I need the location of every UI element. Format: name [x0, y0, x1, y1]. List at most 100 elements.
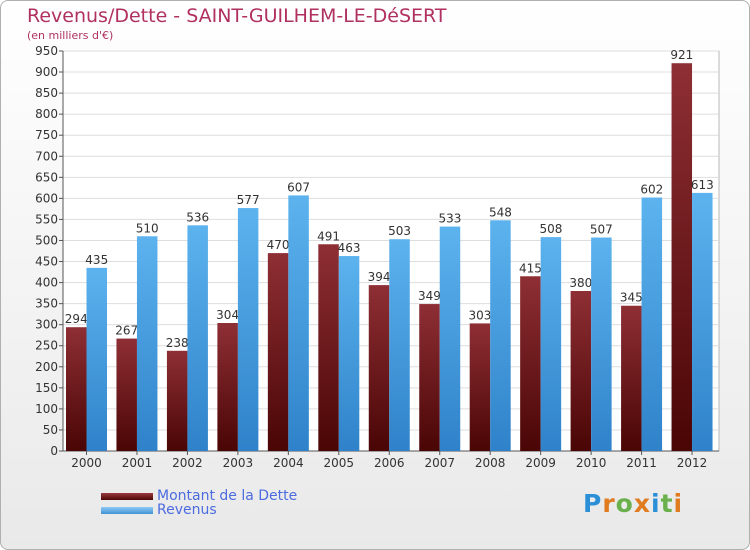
- data-label: 304: [216, 308, 239, 322]
- data-label: 415: [519, 261, 542, 275]
- y-tick-label: 350: [35, 297, 58, 311]
- y-tick-label: 750: [35, 128, 58, 142]
- data-label: 613: [691, 178, 714, 192]
- x-tick-label: 2003: [223, 456, 254, 470]
- legend-label-dette: Montant de la Dette: [157, 488, 298, 504]
- legend-label-revenus: Revenus: [157, 502, 217, 518]
- y-tick-label: 850: [35, 86, 58, 100]
- legend-item-revenus: Revenus: [101, 502, 217, 518]
- x-tick-label: 2007: [424, 456, 455, 470]
- bar-revenus-2000: [86, 267, 107, 451]
- x-tick-label: 2006: [374, 456, 405, 470]
- data-label: 349: [418, 289, 441, 303]
- logo-letter: t: [660, 489, 674, 518]
- y-tick-label: 800: [35, 107, 58, 121]
- bar-dette-2010: [570, 291, 592, 451]
- logo-letter: o: [615, 489, 634, 518]
- data-label: 470: [267, 238, 290, 252]
- data-label: 267: [115, 324, 138, 338]
- y-tick-label: 700: [35, 149, 58, 163]
- data-label: 394: [368, 270, 391, 284]
- bar-dette-2007: [419, 304, 440, 451]
- y-tick-label: 450: [35, 255, 58, 269]
- bar-dette-2011: [621, 305, 642, 451]
- y-tick-label: 250: [35, 339, 58, 353]
- data-label: 345: [620, 291, 643, 305]
- data-label: 380: [569, 276, 592, 290]
- y-tick-label: 0: [50, 444, 58, 458]
- y-tick-label: 300: [35, 318, 58, 332]
- y-tick-label: 550: [35, 212, 58, 226]
- legend-swatch-dette: [101, 492, 153, 500]
- x-tick-label: 2008: [475, 456, 506, 470]
- bar-dette-2006: [368, 285, 390, 451]
- y-tick-label: 650: [35, 170, 58, 184]
- data-label: 435: [85, 253, 108, 267]
- bar-dette-2003: [217, 323, 238, 451]
- y-tick-label: 200: [35, 360, 58, 374]
- data-label: 536: [186, 210, 209, 224]
- data-label: 607: [287, 180, 310, 194]
- x-tick-label: 2001: [122, 456, 153, 470]
- data-label: 303: [468, 308, 491, 322]
- data-label: 463: [338, 241, 361, 255]
- data-label: 533: [439, 212, 462, 226]
- bar-revenus-2009: [540, 237, 562, 451]
- data-label: 503: [388, 224, 411, 238]
- x-tick-label: 2002: [172, 456, 203, 470]
- x-tick-label: 2005: [324, 456, 355, 470]
- logo-letter: i: [673, 489, 684, 518]
- x-tick-label: 2010: [576, 456, 607, 470]
- bar-revenus-2003: [237, 208, 259, 451]
- bar-dette-2008: [469, 323, 491, 451]
- data-label: 548: [489, 205, 512, 219]
- data-label: 510: [136, 221, 159, 235]
- chart-subtitle: (en milliers d'€): [27, 29, 114, 42]
- y-tick-label: 50: [43, 423, 58, 437]
- legend-item-dette: Montant de la Dette: [101, 488, 297, 504]
- y-tick-label: 950: [35, 44, 58, 58]
- bar-revenus-2008: [490, 220, 511, 451]
- legend-swatch-revenus: [101, 506, 153, 514]
- bar-revenus-2012: [692, 192, 713, 452]
- data-label: 508: [539, 222, 562, 236]
- data-label: 507: [590, 223, 613, 237]
- x-tick-label: 2004: [273, 456, 304, 470]
- x-tick-label: 2009: [525, 456, 556, 470]
- data-label: 577: [237, 193, 260, 207]
- y-tick-label: 400: [35, 276, 58, 290]
- logo-letter: x: [633, 489, 651, 518]
- y-tick-label: 150: [35, 381, 58, 395]
- y-tick-label: 600: [35, 191, 58, 205]
- bar-dette-2005: [318, 244, 339, 451]
- bar-dette-2001: [116, 338, 137, 451]
- bar-revenus-2011: [641, 197, 663, 451]
- bar-dette-2012: [671, 63, 693, 452]
- bar-dette-2002: [166, 350, 188, 451]
- bar-revenus-2002: [187, 225, 208, 451]
- data-label: 921: [670, 48, 693, 62]
- bar-revenus-2007: [439, 226, 461, 451]
- logo-letter: i: [651, 489, 661, 518]
- bar-dette-2009: [520, 276, 541, 451]
- x-tick-label: 2011: [626, 456, 657, 470]
- bar-revenus-2005: [338, 256, 360, 451]
- y-tick-label: 100: [35, 402, 58, 416]
- bar-revenus-2001: [136, 236, 158, 451]
- x-tick-label: 2000: [71, 456, 102, 470]
- logo-letter: P: [583, 489, 603, 518]
- data-label: 491: [317, 229, 340, 243]
- chart-title: Revenus/Dette - SAINT-GUILHEM-LE-DéSERT: [27, 5, 447, 27]
- logo-letter: r: [602, 489, 616, 518]
- data-label: 238: [166, 336, 189, 350]
- bar-revenus-2006: [389, 239, 410, 451]
- bar-revenus-2004: [288, 195, 309, 451]
- bar-revenus-2010: [591, 237, 612, 451]
- x-tick-label: 2012: [677, 456, 708, 470]
- data-label: 294: [65, 312, 88, 326]
- y-tick-label: 500: [35, 233, 58, 247]
- proxiti-logo: Proxiti: [583, 489, 683, 518]
- bar-dette-2000: [66, 327, 87, 451]
